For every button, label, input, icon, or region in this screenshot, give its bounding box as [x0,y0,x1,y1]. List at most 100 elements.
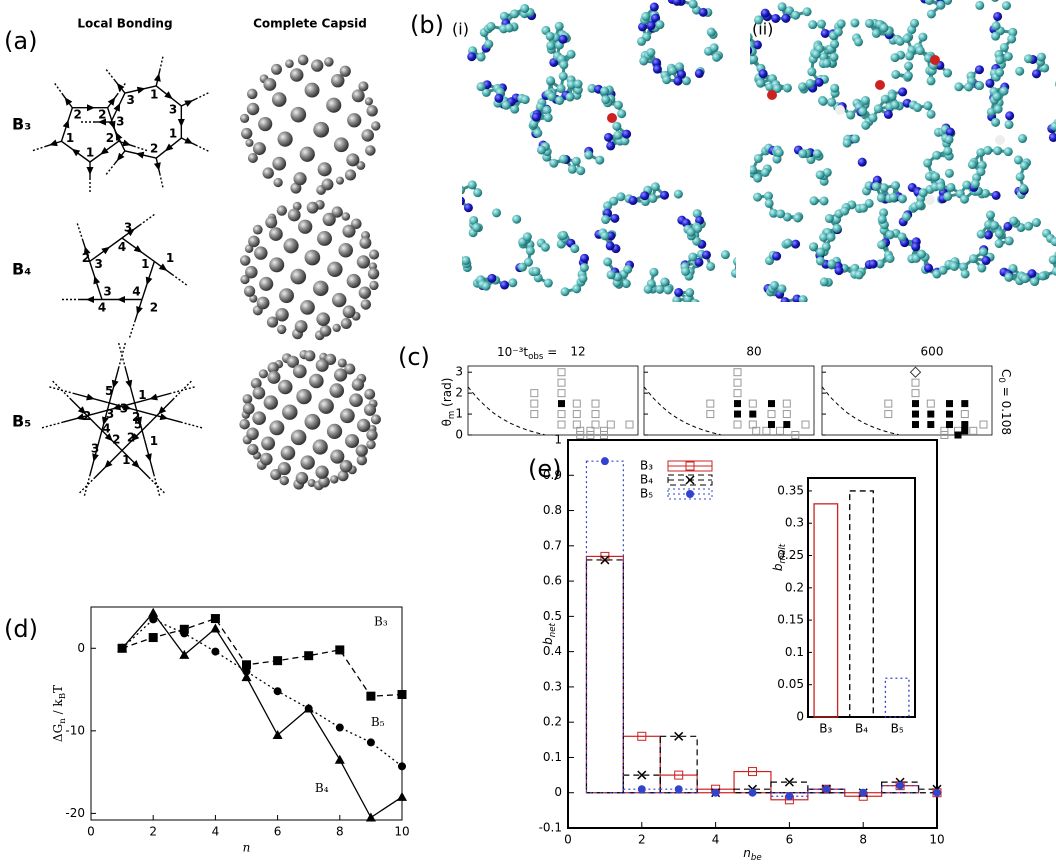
molecule-atom [482,282,491,291]
molecule-atom [648,194,657,203]
molecule-bond [689,314,692,317]
snapshot [453,0,755,333]
marker [118,644,126,652]
x-axis-label-part: n [743,846,751,860]
bond-label: 1 [166,251,174,265]
molecule-bond [748,45,750,50]
bond [130,320,136,337]
molecule-atom [546,41,555,50]
molecule-atom [735,311,744,320]
filled-square [749,411,756,418]
molecule-atom [931,172,940,181]
molecule-atom [936,1,945,10]
molecule-atom [650,3,659,12]
molecule-bond [695,321,704,322]
molecule-atom [1016,172,1025,181]
molecule-atom [858,107,867,116]
bond-label: 2 [98,108,106,122]
subplot-title: 80 [746,345,761,359]
molecule-atom [783,239,792,248]
capsid-atom [322,178,334,190]
time-label-part: obs [528,352,544,362]
x-tick-label: 10 [394,825,409,839]
capsid-atom [279,288,294,303]
filled-square [961,400,968,407]
molecule-atom [995,135,1005,145]
open-square [885,411,892,418]
capsid-atom [296,389,311,404]
capsid-atom [331,74,344,87]
molecule-atom [833,224,842,233]
molecule-atom [699,318,708,327]
marker [859,789,867,797]
series-label: B₅ [371,715,385,729]
open-square [763,427,770,434]
bond-label: 3 [116,115,124,129]
x-tick-label: 6 [786,833,794,847]
molecule-atom [793,213,802,222]
molecule-atom [903,34,912,43]
capsid-atom [269,257,284,272]
molecule-atom [759,69,768,78]
molecule-bond [714,319,724,325]
molecule-atom [561,287,570,296]
y-axis-label: θm (rad) [440,378,457,427]
molecule-bond [735,268,746,273]
molecule-atom [927,9,936,18]
open-square [558,369,565,376]
molecule-atom [685,288,694,297]
bond-arrow [87,167,94,175]
bond-arrow [134,245,143,253]
bond-arrow [101,247,110,255]
bond-label: 3 [103,284,111,298]
molecule-atom [520,4,529,13]
x-tick-label: B₅ [891,722,904,736]
molecule-atom [904,62,913,71]
molecule-atom [1038,272,1047,281]
molecule-atom [547,92,556,101]
capsid-atom [305,83,320,98]
filled-square [946,400,953,407]
molecule-atom [1024,54,1033,63]
molecule-atom [753,193,762,202]
bond-label: 1 [141,257,149,271]
bond-arrow [93,276,100,285]
molecule-atom [777,284,786,293]
molecule-atom [607,270,616,279]
molecule-atom [868,113,877,122]
molecule-atom [1020,161,1029,170]
molecule-atom [580,254,589,263]
molecule-atom [681,308,690,317]
capsid-atom [334,368,347,381]
bond-label: 1 [138,388,146,402]
open-square [558,379,565,386]
molecule-atom [674,190,683,199]
molecule-atom [898,87,907,96]
molecule-atom [467,52,476,61]
molecule-atom [731,269,740,278]
open-square [980,421,987,428]
filled-square [912,421,919,428]
bond-arrow [117,296,125,303]
open-square [626,421,633,428]
molecule-atom [854,37,863,46]
molecule-atom [746,279,755,288]
filled-square [734,400,741,407]
molecule-atom [902,212,911,221]
molecule-bond [719,320,726,324]
molecule-atom [961,269,970,278]
bond [196,92,210,99]
molecule-bond [740,268,747,272]
molecule-atom [995,55,1004,64]
capsid-atom [240,255,251,266]
molecule-atom [526,246,535,255]
marker [822,785,830,793]
molecule-atom [775,148,784,157]
capsid-atom [324,57,334,67]
molecule-atom [865,19,874,28]
molecule-atom [637,37,646,46]
molecule-atom [954,82,963,91]
molecule-atom [799,295,808,304]
capsid-atom [313,439,328,454]
molecule-atom [748,47,757,56]
